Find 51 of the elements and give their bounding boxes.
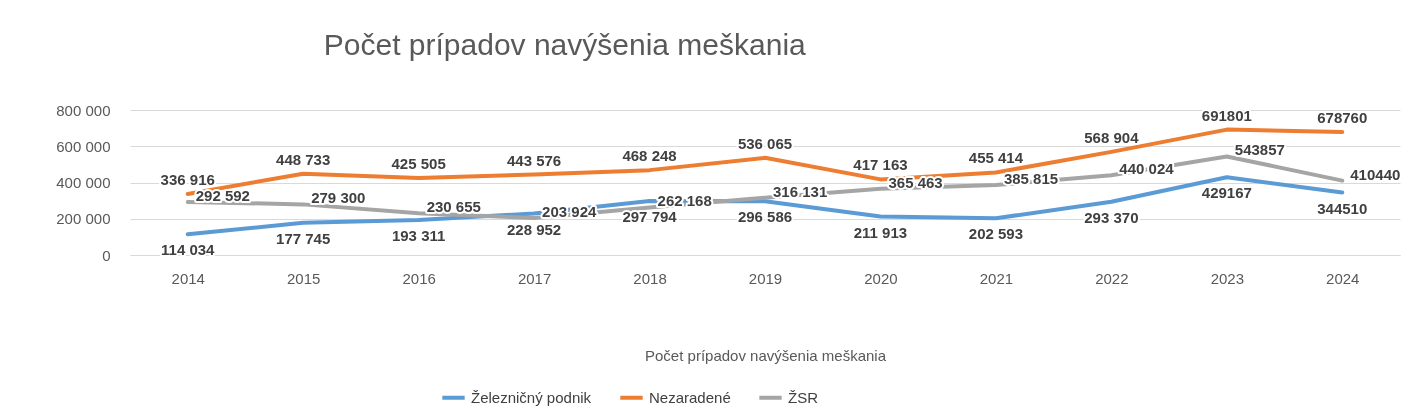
data-label: 536 065: [737, 134, 793, 152]
data-label: 691801: [1201, 106, 1252, 124]
data-label: 336 916: [160, 170, 215, 188]
y-tick-label: 600 000: [56, 137, 111, 155]
data-label: 455 414: [968, 149, 1024, 167]
data-label: 202 593: [968, 225, 1024, 243]
data-label: 230 655: [426, 198, 481, 216]
x-tick-label: 2020: [864, 269, 898, 287]
data-label: 316 131: [773, 182, 828, 200]
legend-label: Železničný podnik: [471, 388, 592, 406]
data-label: 177 745: [276, 229, 331, 247]
x-tick-label: 2016: [402, 269, 436, 287]
data-label: 228 952: [506, 220, 562, 238]
data-label: 410440: [1350, 165, 1401, 183]
x-tick-label: 2024: [1326, 269, 1360, 287]
x-tick-label: 2014: [171, 269, 205, 287]
data-label: 114 034: [161, 241, 216, 259]
data-label: 293 370: [1084, 208, 1139, 226]
data-label: 417 163: [853, 156, 908, 174]
data-label: 448 733: [276, 150, 331, 168]
data-label: 292 592: [195, 186, 250, 204]
data-label: 296 586: [737, 208, 793, 226]
chart-title: Počet prípadov navýšenia meškania: [323, 28, 807, 61]
x-tick-label: 2015: [286, 269, 321, 287]
data-label: 440 024: [1119, 160, 1175, 178]
data-label: 211 913: [853, 223, 908, 241]
legend-label: ŽSR: [788, 388, 819, 406]
x-tick-label: 2018: [633, 269, 667, 287]
x-tick-label: 2019: [748, 269, 783, 287]
x-tick-label: 2017: [517, 269, 552, 287]
data-label: 468 248: [622, 147, 677, 165]
data-label: 344510: [1317, 199, 1368, 217]
data-label: 279 300: [311, 189, 366, 207]
data-label: 425 505: [391, 154, 446, 172]
data-label: 568 904: [1084, 128, 1140, 146]
data-label: 193 311: [391, 226, 446, 244]
y-tick-label: 800 000: [56, 101, 111, 119]
data-label: 443 576: [506, 151, 562, 169]
data-label: 543857: [1234, 141, 1285, 159]
x-tick-label: 2022: [1095, 269, 1129, 287]
x-axis-title: Počet prípadov navýšenia meškania: [645, 346, 887, 364]
data-label: 385 815: [1003, 170, 1059, 188]
x-tick-label: 2021: [979, 269, 1014, 287]
legend-label: Nezaradené: [649, 388, 731, 406]
data-label: 297 794: [622, 208, 678, 226]
y-tick-label: 0: [102, 246, 111, 264]
data-label: 429167: [1201, 184, 1252, 202]
x-tick-label: 2023: [1210, 269, 1245, 287]
data-label: 678760: [1317, 108, 1368, 126]
y-tick-label: 200 000: [56, 210, 111, 228]
y-tick-label: 400 000: [56, 174, 111, 191]
